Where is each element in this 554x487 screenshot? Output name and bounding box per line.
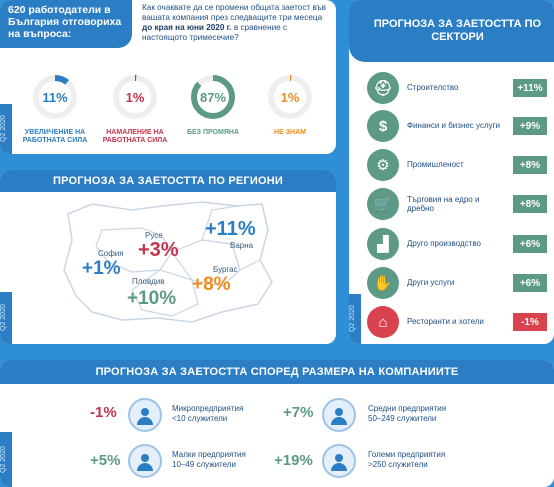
sector-row: ▟ Друго производство +6% <box>367 228 547 262</box>
size-value-micro: -1% <box>90 404 117 421</box>
micro-company-icon <box>128 398 162 432</box>
cart-icon: 🛒 <box>367 188 399 220</box>
sector-row: $ Финанси и бизнес услуги +9% <box>367 110 547 144</box>
sector-row: ⚙ Промишленост +8% <box>367 149 547 183</box>
bulgaria-map <box>63 201 273 323</box>
answer-value: 1% <box>280 89 300 105</box>
sector-value: +11% <box>513 79 547 97</box>
sector-row: ✋ Други услуги +6% <box>367 267 547 301</box>
large-company-icon <box>322 444 356 478</box>
sector-row: ⌂ Ресторанти и хотели -1% <box>367 306 547 340</box>
hand-coins-icon: ✋ <box>367 267 399 299</box>
hotel-icon: ⌂ <box>367 306 399 338</box>
quarter-tag: Q2 2020 <box>0 104 12 154</box>
sector-label: Други услуги <box>407 278 455 288</box>
survey-headline: 620 работодатели в България отговориха н… <box>0 0 132 48</box>
sector-value: +8% <box>513 156 547 174</box>
sector-label: Строителство <box>407 83 459 93</box>
dollar-icon: $ <box>367 110 399 142</box>
sector-value: +6% <box>513 235 547 253</box>
sector-panel: ПРОГНОЗА ЗА ЗАЕТОСТТА ПО СЕКТОРИ ⛑ Строи… <box>349 0 554 344</box>
sector-row: ⛑ Строителство +11% <box>367 72 547 106</box>
answer-value: 87% <box>199 89 227 105</box>
answer-ring-dont-know: 1% <box>267 74 313 120</box>
sector-value: +9% <box>513 117 547 135</box>
region-value-plovdiv: +10% <box>127 288 177 309</box>
region-label-burgas: Бургас <box>213 265 238 274</box>
region-label-varna: Варна <box>230 241 254 250</box>
sector-title: ПРОГНОЗА ЗА ЗАЕТОСТТА ПО СЕКТОРИ <box>349 0 554 62</box>
size-value-medium: +7% <box>283 404 314 421</box>
answer-label: БЕЗ ПРОМЯНА <box>186 129 240 136</box>
sector-value: +6% <box>513 274 547 292</box>
sector-label: Промишленост <box>407 160 464 170</box>
size-label-medium: Средни предприятия 50–249 служители <box>368 404 447 423</box>
sector-row: 🛒 Търговия на едро и дребно +8% <box>367 188 547 222</box>
size-label-small: Малки предприятия 10–49 служители <box>172 450 246 469</box>
company-size-title: ПРОГНОЗА ЗА ЗАЕТОСТТА СПОРЕД РАЗМЕРА НА … <box>0 360 554 384</box>
sector-label: Друго производство <box>407 239 481 249</box>
company-size-panel: ПРОГНОЗА ЗА ЗАЕТОСТТА СПОРЕД РАЗМЕРА НА … <box>0 360 554 487</box>
answer-value: 11% <box>42 89 68 105</box>
region-label-sofia: София <box>98 249 124 258</box>
helmet-icon: ⛑ <box>367 72 399 104</box>
answer-label: НЕ ЗНАМ <box>274 129 306 136</box>
survey-panel: 620 работодатели в България отговориха н… <box>0 0 336 154</box>
survey-question: Как очаквате да се промени общата заетос… <box>142 3 326 42</box>
regions-title: ПРОГНОЗА ЗА ЗАЕТОСТТА ПО РЕГИОНИ <box>0 170 336 192</box>
factory-icon: ▟ <box>367 228 399 260</box>
region-label-plovdiv: Пловдив <box>132 277 165 286</box>
quarter-tag: Q2 2020 <box>349 294 361 344</box>
size-value-large: +19% <box>274 452 313 469</box>
answer-value: 1% <box>125 89 145 105</box>
answer-label: НАМАЛЕНИЕ НА РАБОТНАТА СИЛА <box>102 129 168 144</box>
sector-label: Ресторанти и хотели <box>407 317 484 327</box>
region-label-ruse: Русе <box>145 231 163 240</box>
sector-label: Търговия на едро и дребно <box>407 194 480 214</box>
answer-ring-increase: 11% <box>32 74 78 120</box>
answer-label: УВЕЛИЧЕНИЕ НА РАБОТНАТА СИЛА <box>22 129 88 144</box>
answer-ring-no-change: 87% <box>190 74 236 120</box>
medium-company-icon <box>322 398 356 432</box>
region-value-sofia: +1% <box>82 258 121 279</box>
regions-panel: ПРОГНОЗА ЗА ЗАЕТОСТТА ПО РЕГИОНИ София +… <box>0 170 336 344</box>
region-value-varna: +11% <box>205 218 256 240</box>
size-label-large: Големи предприятия >250 служители <box>368 450 446 469</box>
small-company-icon <box>128 444 162 478</box>
size-value-small: +5% <box>90 452 121 469</box>
gears-icon: ⚙ <box>367 149 399 181</box>
answer-ring-decrease: 1% <box>112 74 158 120</box>
sector-label: Финанси и бизнес услуги <box>407 121 500 131</box>
sector-value: -1% <box>513 313 547 331</box>
quarter-tag: Q2 2020 <box>0 432 12 487</box>
size-label-micro: Микропредприятия <10 служители <box>172 404 244 423</box>
quarter-tag: Q2 2020 <box>0 292 12 344</box>
sector-value: +8% <box>513 195 547 213</box>
region-value-ruse: +3% <box>138 239 179 261</box>
region-value-burgas: +8% <box>192 274 231 295</box>
